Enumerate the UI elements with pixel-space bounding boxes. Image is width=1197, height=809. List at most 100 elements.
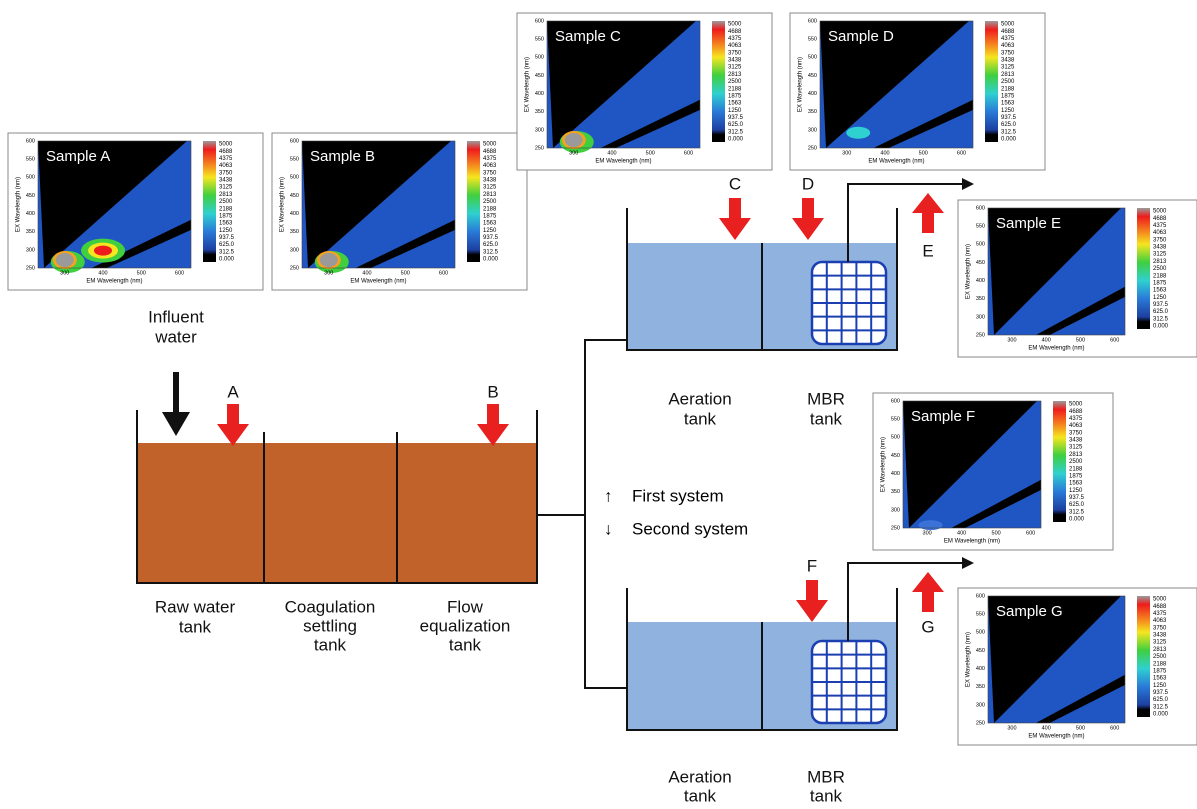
colorbar-label: 1875 <box>219 213 233 219</box>
colorbar-label: 2813 <box>1153 647 1167 653</box>
ex-tick: 550 <box>290 157 299 163</box>
em-tick: 300 <box>569 150 578 156</box>
label: water <box>154 327 197 346</box>
ex-tick: 500 <box>535 55 544 61</box>
colorbar-label: 4063 <box>1069 423 1083 429</box>
colorbar-label: 5000 <box>1153 597 1167 603</box>
colorbar-label: 2500 <box>728 79 742 85</box>
colorbar-label: 4375 <box>219 156 233 162</box>
colorbar-label: 1875 <box>1069 473 1083 479</box>
label: tank <box>684 409 717 428</box>
ex-tick: 450 <box>290 193 299 199</box>
colorbar <box>1137 208 1150 329</box>
ex-tick: 450 <box>976 648 985 654</box>
point-label: A <box>227 382 239 401</box>
colorbar-label: 3125 <box>728 65 742 71</box>
colorbar-label: 4063 <box>1001 43 1015 49</box>
colorbar-label: 312.5 <box>1153 704 1169 710</box>
em-tick: 600 <box>439 270 448 276</box>
label: Coagulation <box>285 597 376 616</box>
colorbar-label: 5000 <box>1069 402 1083 408</box>
colorbar-label: 3750 <box>1069 430 1083 436</box>
colorbar-label: 937.5 <box>219 235 235 241</box>
ex-tick: 400 <box>976 278 985 284</box>
colorbar-label: 1250 <box>1153 295 1167 301</box>
point-label: G <box>921 617 934 636</box>
colorbar-label: 4063 <box>483 163 497 169</box>
colorbar-label: 2813 <box>1001 72 1015 78</box>
sample-label: Sample C <box>555 28 621 45</box>
colorbar-label: 3750 <box>728 50 742 56</box>
colorbar-label: 3750 <box>1153 237 1167 243</box>
ex-tick: 350 <box>808 109 817 115</box>
colorbar-label: 1563 <box>1001 101 1015 107</box>
em-title: EM Wavelength (nm) <box>350 279 406 285</box>
label: tank <box>314 635 347 654</box>
colorbar-label: 937.5 <box>1069 495 1085 501</box>
colorbar <box>712 21 725 142</box>
colorbar-label: 1875 <box>483 213 497 219</box>
colorbar-label: 4688 <box>1001 29 1015 35</box>
colorbar-label: 1563 <box>483 221 497 227</box>
sampling-arrow <box>912 193 944 233</box>
colorbar-label: 4375 <box>1153 223 1167 229</box>
em-tick: 600 <box>175 270 184 276</box>
colorbar-label: 3438 <box>728 58 742 64</box>
ex-tick: 250 <box>891 525 900 531</box>
ex-tick: 250 <box>26 265 35 271</box>
colorbar-label: 3750 <box>483 170 497 176</box>
label: Influent <box>148 307 204 326</box>
colorbar-label: 5000 <box>728 22 742 28</box>
colorbar-label: 0.000 <box>1153 712 1169 718</box>
eem-peak <box>320 253 338 267</box>
em-tick: 600 <box>1110 337 1119 343</box>
em-tick: 400 <box>957 530 966 536</box>
colorbar-label: 4063 <box>219 163 233 169</box>
em-tick: 600 <box>1110 725 1119 731</box>
ex-tick: 600 <box>535 18 544 24</box>
em-tick: 400 <box>362 270 371 276</box>
label: equalization <box>420 616 511 635</box>
ex-tick: 450 <box>891 453 900 459</box>
colorbar-label: 4688 <box>1069 409 1083 415</box>
colorbar-label: 2188 <box>1069 466 1083 472</box>
colorbar-label: 3750 <box>219 170 233 176</box>
colorbar-label: 1250 <box>1001 108 1015 114</box>
ex-tick: 500 <box>976 242 985 248</box>
em-title: EM Wavelength (nm) <box>1028 346 1084 352</box>
em-tick: 300 <box>324 270 333 276</box>
em-tick: 300 <box>1007 725 1016 731</box>
label: MBR <box>807 767 845 786</box>
em-tick: 500 <box>137 270 146 276</box>
em-title: EM Wavelength (nm) <box>1028 734 1084 740</box>
legend-label: First system <box>632 486 724 505</box>
ex-tick: 550 <box>976 612 985 618</box>
ex-tick: 350 <box>891 489 900 495</box>
ex-tick: 250 <box>808 145 817 151</box>
ex-tick: 400 <box>976 666 985 672</box>
em-tick: 500 <box>401 270 410 276</box>
colorbar-label: 625.0 <box>1001 122 1017 128</box>
ex-tick: 450 <box>976 260 985 266</box>
ex-title: EX Wavelength (nm) <box>966 632 972 687</box>
ex-tick: 250 <box>976 332 985 338</box>
sampling-arrow <box>792 198 824 240</box>
em-tick: 400 <box>880 150 889 156</box>
label: tank <box>179 617 212 636</box>
ex-tick: 350 <box>290 229 299 235</box>
em-tick: 300 <box>842 150 851 156</box>
permeate-arrowhead <box>962 557 974 569</box>
colorbar-label: 1563 <box>219 221 233 227</box>
ex-tick: 500 <box>891 435 900 441</box>
ex-tick: 350 <box>535 109 544 115</box>
colorbar-label: 2500 <box>483 199 497 205</box>
colorbar-label: 2188 <box>1153 273 1167 279</box>
eem-peak <box>565 133 583 147</box>
colorbar-label: 3125 <box>219 185 233 191</box>
em-tick: 400 <box>98 270 107 276</box>
em-tick: 600 <box>1026 530 1035 536</box>
colorbar-label: 2813 <box>1153 259 1167 265</box>
colorbar-label: 4688 <box>219 149 233 155</box>
em-tick: 600 <box>684 150 693 156</box>
label: Aeration <box>668 389 731 408</box>
